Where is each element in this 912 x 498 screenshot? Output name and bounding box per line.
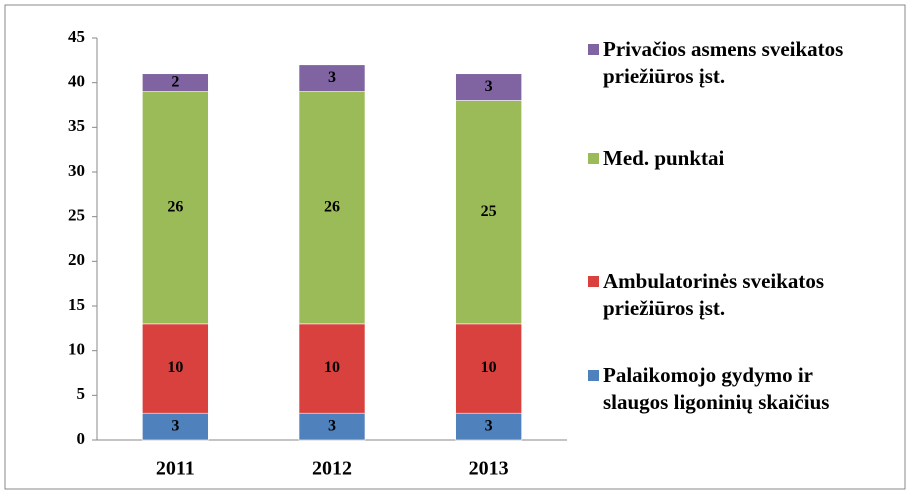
legend-swatch (588, 370, 599, 381)
bar-segment (142, 73, 209, 92)
y-tick-label: 40 (68, 72, 85, 91)
data-label: 10 (481, 359, 497, 376)
legend-label: Palaikomojo gydymo ir slaugos ligoninių … (603, 363, 830, 414)
data-label: 26 (167, 198, 183, 215)
legend-label: Ambulatorinės sveikatos priežiūros įst. (603, 269, 825, 320)
bar-segment (455, 73, 522, 101)
y-tick-label: 25 (68, 206, 85, 225)
y-tick-label: 15 (68, 295, 85, 314)
data-label: 3 (328, 417, 336, 434)
bar-segment (142, 323, 209, 414)
y-tick-label: 30 (68, 161, 85, 180)
y-tick-label: 45 (68, 27, 85, 46)
data-label: 3 (171, 417, 179, 434)
x-tick-label: 2013 (469, 458, 509, 480)
data-label: 2 (171, 73, 179, 90)
data-label: 3 (485, 417, 493, 434)
bar-segment (142, 91, 209, 325)
legend-swatch (588, 153, 599, 164)
legend-swatch (588, 276, 599, 287)
x-tick-label: 2012 (312, 458, 352, 480)
bar-segment (298, 91, 366, 325)
y-tick-label: 20 (68, 250, 85, 269)
bar-segment (142, 412, 209, 441)
legend-swatch (588, 44, 599, 55)
data-label: 3 (485, 78, 493, 95)
bar-segment (455, 323, 522, 414)
y-tick-label: 5 (77, 384, 86, 403)
data-label: 26 (324, 198, 340, 215)
y-tick-label: 0 (77, 429, 86, 448)
legend-item: Ambulatorinės sveikatos priežiūros įst. (588, 268, 898, 322)
x-tick-label: 2011 (156, 458, 195, 480)
legend-item: Med. punktai (588, 145, 898, 172)
data-label: 3 (328, 69, 336, 86)
bar-segment (298, 323, 366, 414)
data-label: 10 (167, 359, 183, 376)
legend-label: Privačios asmens sveikatos priežiūros įs… (603, 37, 844, 88)
y-tick-label: 10 (68, 340, 85, 359)
bar-segment (455, 412, 522, 441)
y-tick-label: 35 (68, 116, 85, 135)
legend-label: Med. punktai (603, 146, 725, 170)
legend-item: Privačios asmens sveikatos priežiūros įs… (588, 36, 898, 90)
data-label: 10 (324, 359, 340, 376)
bar-segment (298, 412, 366, 441)
legend-item: Palaikomojo gydymo ir slaugos ligoninių … (588, 362, 898, 416)
data-label: 25 (481, 203, 497, 220)
bar-segment (298, 64, 366, 92)
bar-segment (455, 100, 522, 325)
